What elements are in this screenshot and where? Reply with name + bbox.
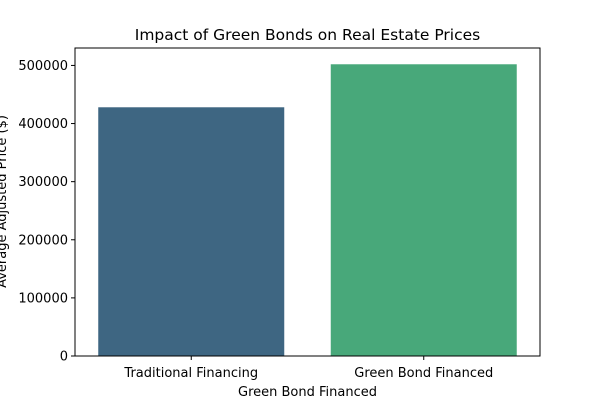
bar-1 [330,64,517,357]
y-tick-label-3: 300000 [18,175,68,190]
x-tick-label-1: Green Bond Financed [354,366,493,381]
x-axis-label: Green Bond Financed [238,385,377,400]
plot-area: Traditional Financing Green Bond Financed… [18,47,541,381]
y-tick-label-1: 100000 [18,291,68,306]
bar-0 [98,107,285,356]
y-tick-label-2: 200000 [18,233,68,248]
y-tick-label-5: 500000 [18,59,68,74]
x-tick-label-0: Traditional Financing [123,366,258,381]
plot-frame [74,47,541,357]
y-tick-label-0: 0 [60,350,68,365]
y-axis-label: Average Adjusted Price ($) [0,115,10,288]
chart-title: Impact of Green Bonds on Real Estate Pri… [135,26,481,44]
y-tick-label-4: 400000 [18,117,68,132]
